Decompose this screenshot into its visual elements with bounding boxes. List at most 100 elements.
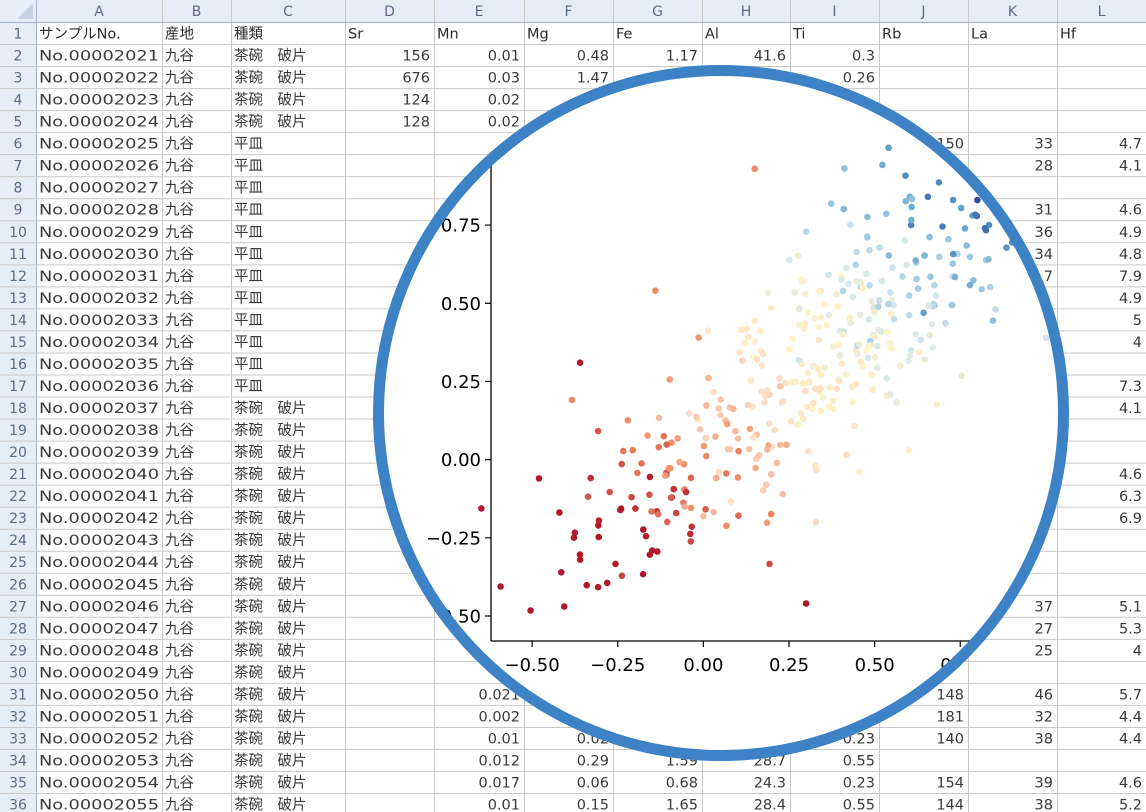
data-cell[interactable]: 128 <box>402 115 430 131</box>
data-cell[interactable]: 0.017 <box>478 776 520 792</box>
data-cell[interactable]: No.00002029 <box>39 225 159 241</box>
data-cell[interactable]: 茶碗 破片 <box>234 752 307 769</box>
data-cell[interactable]: 4.6 <box>1119 776 1142 792</box>
data-cell[interactable]: 九谷 <box>165 775 194 792</box>
data-cell[interactable]: 181 <box>936 709 964 725</box>
data-cell[interactable]: 46 <box>1035 687 1053 703</box>
header-cell[interactable]: Al <box>705 27 719 43</box>
column-header-D[interactable]: D <box>384 4 395 20</box>
data-cell[interactable]: 156 <box>402 49 430 65</box>
data-cell[interactable]: 茶碗 破片 <box>234 70 307 87</box>
data-cell[interactable]: No.00002040 <box>39 467 159 483</box>
data-cell[interactable]: 茶碗 破片 <box>234 92 307 109</box>
data-cell[interactable]: No.00002038 <box>39 423 159 439</box>
column-header-G[interactable]: G <box>652 4 663 20</box>
data-cell[interactable]: 7.3 <box>1119 379 1142 395</box>
data-cell[interactable]: No.00002051 <box>39 709 159 725</box>
data-cell[interactable]: 茶碗 破片 <box>234 422 307 439</box>
data-cell[interactable]: 九谷 <box>165 312 194 329</box>
row-header-29[interactable]: 29 <box>9 643 27 659</box>
data-cell[interactable]: 32 <box>1035 709 1053 725</box>
row-header-17[interactable]: 17 <box>9 379 27 395</box>
row-header-30[interactable]: 30 <box>9 665 27 681</box>
data-cell[interactable]: No.00002041 <box>39 489 159 505</box>
row-header-1[interactable]: 1 <box>14 27 23 43</box>
column-header-J[interactable]: J <box>920 4 925 20</box>
data-cell[interactable]: 5.1 <box>1119 599 1142 615</box>
data-cell[interactable]: 茶碗 破片 <box>234 775 307 792</box>
data-cell[interactable]: 0.3 <box>852 49 875 65</box>
row-header-23[interactable]: 23 <box>9 511 27 527</box>
row-header-11[interactable]: 11 <box>9 247 27 263</box>
column-header-H[interactable]: H <box>741 4 752 20</box>
data-cell[interactable]: 茶碗 破片 <box>234 620 307 637</box>
row-header-15[interactable]: 15 <box>9 335 27 351</box>
column-header-I[interactable]: I <box>832 4 836 20</box>
data-cell[interactable]: 九谷 <box>165 400 194 417</box>
data-cell[interactable]: 0.23 <box>843 776 875 792</box>
header-cell[interactable]: Sr <box>348 27 363 43</box>
data-cell[interactable]: 平皿 <box>234 269 263 285</box>
row-header-33[interactable]: 33 <box>9 731 27 747</box>
data-cell[interactable]: 平皿 <box>234 225 263 241</box>
data-cell[interactable]: 九谷 <box>165 114 194 131</box>
data-cell[interactable]: 4.8 <box>1119 247 1142 263</box>
data-cell[interactable]: 茶碗 破片 <box>234 532 307 549</box>
data-cell[interactable]: No.00002024 <box>39 115 159 131</box>
data-cell[interactable]: 九谷 <box>165 532 194 549</box>
data-cell[interactable]: No.00002053 <box>39 753 159 769</box>
data-cell[interactable]: 6.9 <box>1119 511 1142 527</box>
header-cell[interactable]: Rb <box>882 27 901 43</box>
data-cell[interactable]: No.00002028 <box>39 203 159 219</box>
data-cell[interactable]: 24.3 <box>754 776 786 792</box>
column-header-K[interactable]: K <box>1008 4 1018 20</box>
row-header-13[interactable]: 13 <box>9 291 27 307</box>
data-cell[interactable]: 0.02 <box>488 93 520 109</box>
data-cell[interactable]: 茶碗 破片 <box>234 664 307 681</box>
data-cell[interactable]: No.00002052 <box>39 731 159 747</box>
data-cell[interactable]: 4.7 <box>1119 137 1142 153</box>
data-cell[interactable]: 4 <box>1133 643 1142 659</box>
column-header-B[interactable]: B <box>192 4 202 20</box>
data-cell[interactable]: 0.68 <box>666 776 698 792</box>
row-header-25[interactable]: 25 <box>9 555 27 571</box>
data-cell[interactable]: 茶碗 破片 <box>234 797 307 812</box>
data-cell[interactable]: 茶碗 破片 <box>234 554 307 571</box>
data-cell[interactable]: No.00002047 <box>39 621 159 637</box>
data-cell[interactable]: 4.6 <box>1119 203 1142 219</box>
data-cell[interactable]: No.00002043 <box>39 533 159 549</box>
data-cell[interactable]: 1.17 <box>666 49 698 65</box>
data-cell[interactable]: 0.002 <box>478 709 520 725</box>
data-cell[interactable]: 27 <box>1035 621 1053 637</box>
header-cell[interactable]: La <box>971 27 988 43</box>
column-header-E[interactable]: E <box>475 4 484 20</box>
header-cell[interactable]: Hf <box>1060 27 1077 43</box>
data-cell[interactable]: No.00002026 <box>39 159 159 175</box>
data-cell[interactable]: 4.6 <box>1119 467 1142 483</box>
data-cell[interactable]: No.00002034 <box>39 335 159 351</box>
header-cell[interactable]: 産地 <box>165 26 194 43</box>
data-cell[interactable]: 124 <box>402 93 430 109</box>
row-header-16[interactable]: 16 <box>9 357 27 373</box>
data-cell[interactable]: 38 <box>1035 798 1053 812</box>
data-cell[interactable]: 39 <box>1035 776 1053 792</box>
data-cell[interactable]: 28.4 <box>754 798 786 812</box>
row-header-27[interactable]: 27 <box>9 599 27 615</box>
row-header-14[interactable]: 14 <box>9 313 27 329</box>
data-cell[interactable]: 0.55 <box>843 798 875 812</box>
data-cell[interactable]: 平皿 <box>234 335 263 351</box>
data-cell[interactable]: 144 <box>936 798 964 812</box>
data-cell[interactable]: 5 <box>1133 313 1142 329</box>
row-header-28[interactable]: 28 <box>9 621 27 637</box>
data-cell[interactable]: 平皿 <box>234 203 263 219</box>
row-header-4[interactable]: 4 <box>14 93 23 109</box>
data-cell[interactable]: 茶碗 破片 <box>234 48 307 65</box>
data-cell[interactable]: 4.9 <box>1119 291 1142 307</box>
column-header-C[interactable]: C <box>283 4 293 20</box>
data-cell[interactable]: 九谷 <box>165 246 194 263</box>
data-cell[interactable]: 九谷 <box>165 224 194 241</box>
data-cell[interactable]: 九谷 <box>165 510 194 527</box>
data-cell[interactable]: No.00002044 <box>39 555 159 571</box>
data-cell[interactable]: No.00002027 <box>39 181 159 197</box>
data-cell[interactable]: 茶碗 破片 <box>234 400 307 417</box>
